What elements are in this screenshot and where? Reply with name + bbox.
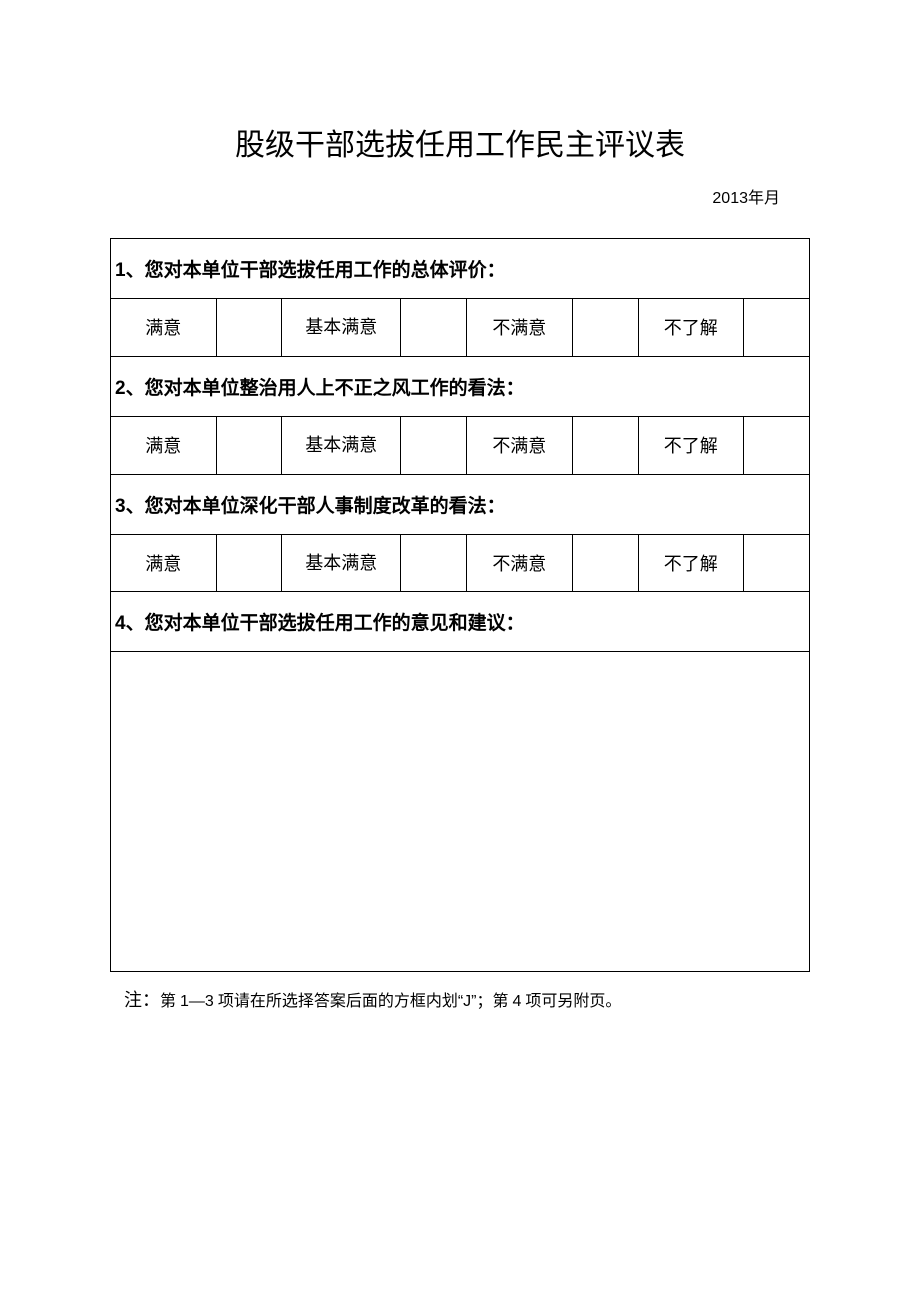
opt3-label: 不满意 bbox=[467, 299, 573, 357]
opt4-check[interactable] bbox=[744, 416, 810, 474]
opt3-check[interactable] bbox=[572, 534, 638, 592]
question-1-num: 1 bbox=[115, 260, 126, 281]
question-1-text: 您对本单位干部选拔任用工作的总体评价： bbox=[145, 260, 506, 281]
opt4-label: 不了解 bbox=[638, 416, 744, 474]
opt3-label: 不满意 bbox=[467, 416, 573, 474]
opt2-label: 基本满意 bbox=[282, 534, 401, 592]
blank-row bbox=[111, 652, 810, 972]
note-part1: 第 bbox=[160, 993, 180, 1010]
note-range: 1—3 bbox=[180, 993, 214, 1010]
question-2-num: 2 bbox=[115, 378, 126, 399]
note-mark: “J” bbox=[458, 993, 477, 1010]
note-part4: 项可另附页。 bbox=[521, 993, 621, 1010]
opt1-label: 满意 bbox=[111, 534, 217, 592]
question-3-num: 3 bbox=[115, 496, 126, 517]
options-row-1: 满意 基本满意 不满意 不了解 bbox=[111, 299, 810, 357]
opt2-check[interactable] bbox=[401, 416, 467, 474]
footnote: 注：第 1—3 项请在所选择答案后面的方框内划“J”；第 4 项可另附页。 bbox=[110, 986, 810, 1012]
date-suffix: 年月 bbox=[748, 190, 780, 207]
evaluation-table: 1、您对本单位干部选拔任用工作的总体评价： 满意 基本满意 不满意 不了解 2、… bbox=[110, 238, 810, 972]
question-2-cell: 2、您对本单位整治用人上不正之风工作的看法： bbox=[111, 356, 810, 416]
question-1-cell: 1、您对本单位干部选拔任用工作的总体评价： bbox=[111, 239, 810, 299]
note-part3: ；第 bbox=[476, 993, 512, 1010]
document-date: 2013年月 bbox=[110, 184, 810, 208]
question-row-2: 2、您对本单位整治用人上不正之风工作的看法： bbox=[111, 356, 810, 416]
comment-area[interactable] bbox=[111, 652, 810, 972]
opt1-label: 满意 bbox=[111, 299, 217, 357]
opt2-label: 基本满意 bbox=[282, 299, 401, 357]
options-row-2: 满意 基本满意 不满意 不了解 bbox=[111, 416, 810, 474]
options-row-3: 满意 基本满意 不满意 不了解 bbox=[111, 534, 810, 592]
note-label: 注： bbox=[124, 990, 160, 1010]
question-3-cell: 3、您对本单位深化干部人事制度改革的看法： bbox=[111, 474, 810, 534]
opt1-check[interactable] bbox=[216, 299, 282, 357]
question-row-4: 4、您对本单位干部选拔任用工作的意见和建议： bbox=[111, 592, 810, 652]
question-3-text: 您对本单位深化干部人事制度改革的看法： bbox=[145, 496, 506, 517]
opt3-check[interactable] bbox=[572, 299, 638, 357]
question-2-text: 您对本单位整治用人上不正之风工作的看法： bbox=[145, 378, 525, 399]
opt3-label: 不满意 bbox=[467, 534, 573, 592]
date-year: 2013 bbox=[712, 190, 748, 207]
note-part2: 项请在所选择答案后面的方框内划 bbox=[214, 993, 458, 1010]
opt2-label: 基本满意 bbox=[282, 416, 401, 474]
opt4-check[interactable] bbox=[744, 534, 810, 592]
question-row-3: 3、您对本单位深化干部人事制度改革的看法： bbox=[111, 474, 810, 534]
opt4-label: 不了解 bbox=[638, 299, 744, 357]
opt2-check[interactable] bbox=[401, 299, 467, 357]
question-4-text: 您对本单位干部选拔任用工作的意见和建议： bbox=[145, 613, 525, 634]
document-title: 股级干部选拔任用工作民主评议表 bbox=[110, 120, 810, 164]
opt1-check[interactable] bbox=[216, 416, 282, 474]
opt3-check[interactable] bbox=[572, 416, 638, 474]
opt1-label: 满意 bbox=[111, 416, 217, 474]
opt4-check[interactable] bbox=[744, 299, 810, 357]
opt4-label: 不了解 bbox=[638, 534, 744, 592]
question-4-num: 4 bbox=[115, 613, 126, 634]
question-row-1: 1、您对本单位干部选拔任用工作的总体评价： bbox=[111, 239, 810, 299]
opt1-check[interactable] bbox=[216, 534, 282, 592]
opt2-check[interactable] bbox=[401, 534, 467, 592]
question-4-cell: 4、您对本单位干部选拔任用工作的意见和建议： bbox=[111, 592, 810, 652]
